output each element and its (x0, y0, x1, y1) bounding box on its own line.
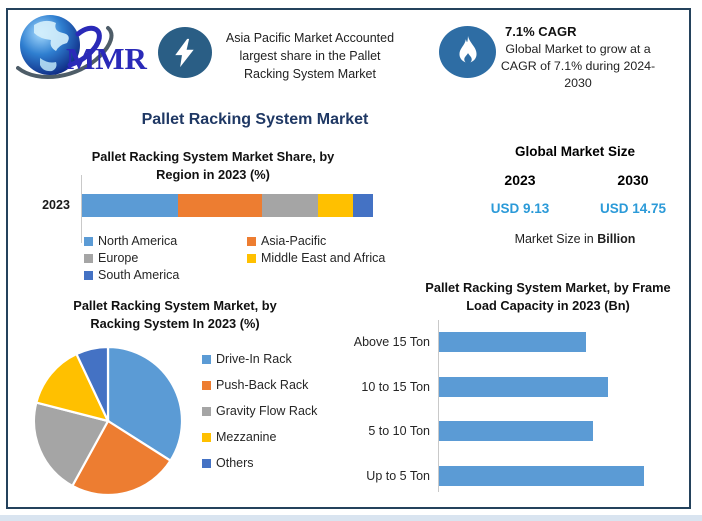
legend-swatch (202, 432, 211, 442)
legend-label: Gravity Flow Rack (216, 404, 318, 418)
legend-label: Drive-In Rack (216, 352, 292, 366)
legend-item-drive-in-rack: Drive-In Rack (202, 352, 292, 366)
pie-slice-push-back-rack (70, 419, 172, 497)
globe-icon: MMR (16, 15, 148, 80)
legend-label: Push-Back Rack (216, 378, 309, 392)
legend-label: Middle East and Africa (261, 251, 386, 265)
lightning-icon (175, 38, 194, 67)
pie-slice-others (75, 345, 110, 422)
hbar-bar-above-15-ton (439, 332, 586, 352)
legend-item-south-america: South America (84, 268, 247, 282)
mmr-logo: MMR (16, 10, 150, 84)
legend-item-others: Others (202, 456, 254, 470)
region-chart-axis (81, 175, 82, 243)
region-bar-segment-north-america (82, 194, 179, 217)
region-chart-legend: North America Asia-Pacific Europe Middle Ea… (84, 234, 394, 282)
legend-swatch (84, 253, 93, 263)
market-size-value-2023: USD 9.13 (490, 201, 550, 216)
market-size-year-2023: 2023 (504, 172, 536, 188)
flame-icon (458, 36, 477, 64)
market-size-value-2030: USD 14.75 (599, 201, 667, 216)
hbar-label-above-15-ton: Above 15 Ton (353, 335, 430, 349)
legend-swatch (84, 270, 93, 280)
region-stacked-bar (82, 194, 373, 217)
legend-label: South America (98, 268, 180, 282)
footnote-unit: Billion (597, 232, 636, 246)
pie-slice-gravity-flow-rack (32, 401, 110, 488)
legend-item-gravity-flow-rack: Gravity Flow Rack (202, 404, 317, 418)
region-bar-segment-south-america (352, 194, 373, 217)
hbar-label-5-to-10-ton: 5 to 10 Ton (368, 424, 430, 439)
legend-label: Others (216, 456, 254, 470)
legend-swatch (84, 236, 93, 246)
pie-chart-title: Pallet Racking System Market, by Racking… (73, 298, 277, 331)
legend-item-north-america: North America (84, 234, 247, 248)
hbar-bar-10-to-15-ton (439, 376, 608, 397)
legend-item-middle-east-and-africa: Middle East and Africa (247, 251, 394, 265)
legend-label: North America (98, 234, 178, 248)
legend-label: Mezzanine (216, 430, 277, 444)
legend-label: Asia-Pacific (261, 234, 327, 248)
region-bar-segment-middle-east-and-africa (317, 194, 353, 217)
region-bar-segment-asia-pacific (178, 194, 263, 217)
legend-swatch (202, 458, 211, 468)
legend-item-europe: Europe (84, 251, 247, 265)
cagr-text: Global Market to grow at a CAGR of 7.1% … (500, 42, 656, 91)
region-chart-title: Pallet Racking System Market Share, by R… (91, 149, 335, 182)
legend-swatch (247, 253, 256, 263)
market-size-year-2030: 2030 (617, 172, 649, 188)
legend-item-asia-pacific: Asia-Pacific (247, 234, 394, 248)
hbar-label-up-to-5-ton: Up to 5 Ton (366, 469, 430, 484)
lightning-badge (158, 27, 212, 78)
region-bar-segment-europe (262, 194, 318, 217)
legend-label: Europe (98, 251, 139, 265)
hbar-bar-up-to-5-ton (439, 466, 644, 487)
hbar-chart-axis (438, 320, 439, 492)
flame-badge (439, 26, 496, 78)
hbar-chart-plot: Above 15 Ton 10 to 15 Ton 5 to 10 Ton Up to… (345, 320, 675, 496)
hbar-label-10-to-15-ton: 10 to 15 Ton (361, 379, 430, 394)
hbar-chart-title: Pallet Racking System Market, by Frame L… (425, 280, 671, 313)
region-chart-category-label: 2023 (42, 198, 70, 212)
footnote-prefix: Market Size in (514, 232, 598, 246)
market-size-footnote: Market Size in Billion (475, 232, 675, 246)
bottom-strip (0, 515, 702, 521)
legend-swatch (202, 380, 211, 390)
pie-slice-mezzanine (34, 352, 110, 423)
fact1-text: Asia Pacific Market Accounted largest sh… (225, 31, 395, 81)
legend-item-mezzanine: Mezzanine (202, 430, 276, 444)
hbar-bar-5-to-10-ton (439, 421, 593, 442)
legend-swatch (247, 236, 256, 246)
legend-swatch (202, 354, 211, 364)
page-title: Pallet Racking System Market (141, 111, 369, 128)
pie-chart (32, 345, 184, 497)
legend-swatch (202, 406, 211, 416)
logo-text: MMR (66, 41, 148, 76)
cagr-heading: 7.1% CAGR (505, 24, 577, 39)
legend-item-push-back-rack: Push-Back Rack (202, 378, 308, 392)
global-market-size-title: Global Market Size (514, 144, 636, 159)
